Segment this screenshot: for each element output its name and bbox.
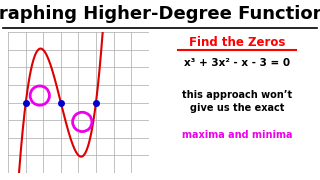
Text: x³ + 3x² - x - 3 = 0: x³ + 3x² - x - 3 = 0 (184, 58, 290, 68)
Text: Graphing Higher-Degree Functions: Graphing Higher-Degree Functions (0, 5, 320, 23)
Text: maxima and minima: maxima and minima (181, 130, 292, 140)
Text: Find the Zeros: Find the Zeros (188, 36, 285, 49)
Text: this approach won’t
give us the exact: this approach won’t give us the exact (182, 90, 292, 113)
